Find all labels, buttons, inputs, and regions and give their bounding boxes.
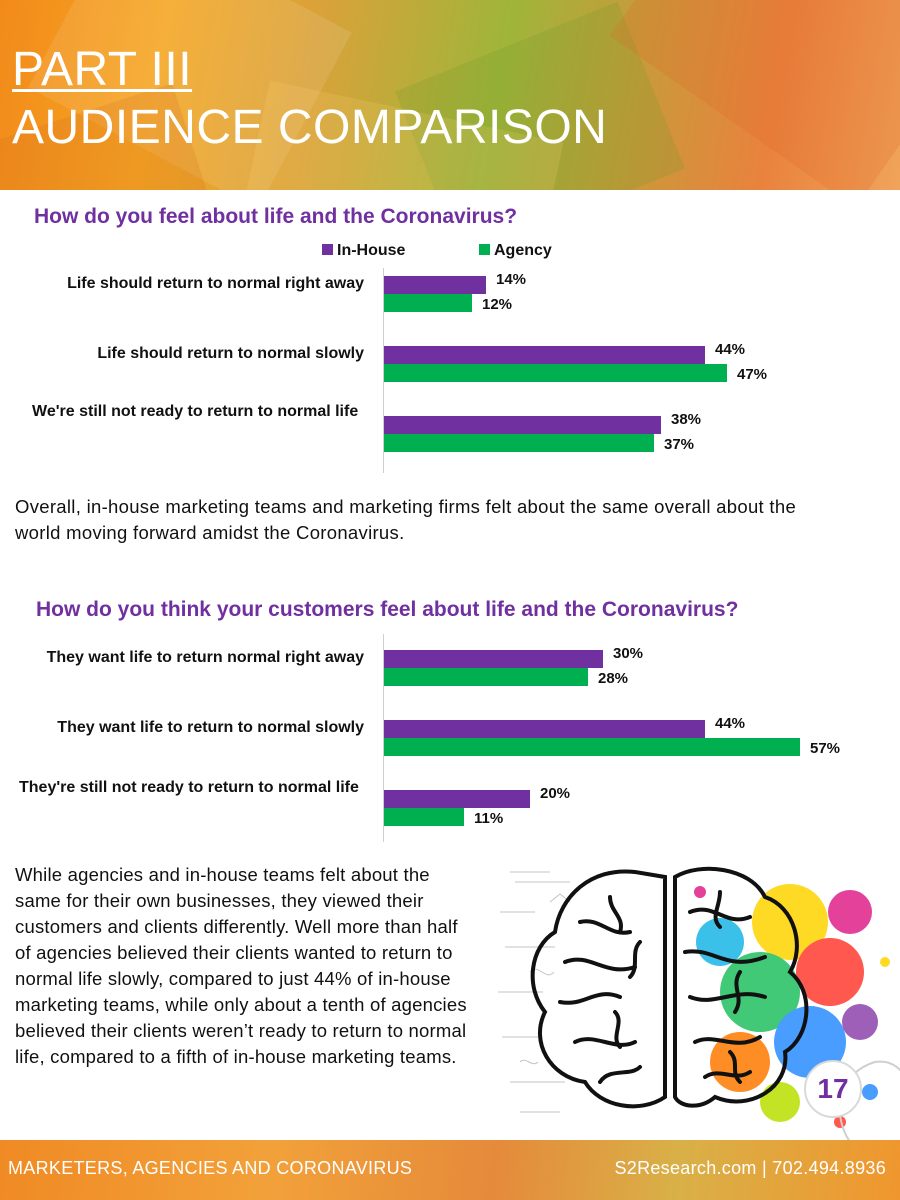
chart-1: Life should return to normal right away 1… [0,268,900,473]
legend-item-agency: Agency [479,242,552,260]
chart-2: They want life to return normal right aw… [0,634,900,842]
summary-paragraph-1: Overall, in-house marketing teams and ma… [15,496,797,543]
bar-inhouse [384,720,705,738]
data-label-agency: 57% [810,740,841,757]
chart-2-title: How do you think your customers feel abo… [36,598,739,621]
legend-label-agency: Agency [494,242,552,259]
category-label: Life should return to normal right away [67,275,364,292]
bar-inhouse [384,790,530,808]
summary-paragraph-2: While agencies and in-house teams felt a… [15,864,467,1067]
data-label-agency: 28% [598,670,629,687]
data-label-inhouse: 44% [715,715,746,732]
footer-bar: MARKETERS, AGENCIES AND CORONAVIRUS S2Re… [0,1140,900,1200]
data-label-agency: 37% [664,436,695,453]
category-label: They want life to return to normal slowl… [57,719,364,736]
bar-agency [384,668,588,686]
page-title: AUDIENCE COMPARISON [12,101,608,154]
legend-swatch-agency [479,244,490,255]
data-label-inhouse: 44% [715,341,746,358]
bar-inhouse [384,416,661,434]
bar-inhouse [384,650,603,668]
data-label-agency: 12% [482,296,513,313]
chart-legend: In-House Agency [0,242,900,262]
bar-agency [384,738,800,756]
data-label-inhouse: 14% [496,271,527,288]
part-heading: PART III [12,43,193,96]
category-label: Life should return to normal slowly [97,345,364,362]
legend-swatch-inhouse [322,244,333,255]
data-label-inhouse: 38% [671,411,702,428]
category-label: We're still not ready to return to norma… [32,403,359,420]
legend-item-inhouse: In-House [322,242,405,260]
category-label: They want life to return normal right aw… [46,649,364,666]
data-label-inhouse: 20% [540,785,571,802]
category-label: They're still not ready to return to nor… [19,779,359,796]
data-label-agency: 47% [737,366,768,383]
data-label-agency: 11% [474,810,504,827]
chart-1-title: How do you feel about life and the Coron… [34,205,518,228]
chart-2-axis [383,634,384,842]
legend-label-inhouse: In-House [337,242,406,259]
bar-inhouse [384,346,705,364]
bar-agency [384,434,654,452]
bar-agency [384,364,727,382]
bar-agency [384,808,464,826]
page-number: 17 [804,1060,862,1118]
footer-report-title: MARKETERS, AGENCIES AND CORONAVIRUS [8,1158,413,1178]
footer-contact: S2Research.com | 702.494.8936 [614,1158,886,1178]
bar-agency [384,294,472,312]
data-label-inhouse: 30% [613,645,644,662]
header-banner: PART III AUDIENCE COMPARISON [0,0,900,190]
chart-1-axis [383,268,384,473]
bar-inhouse [384,276,486,294]
